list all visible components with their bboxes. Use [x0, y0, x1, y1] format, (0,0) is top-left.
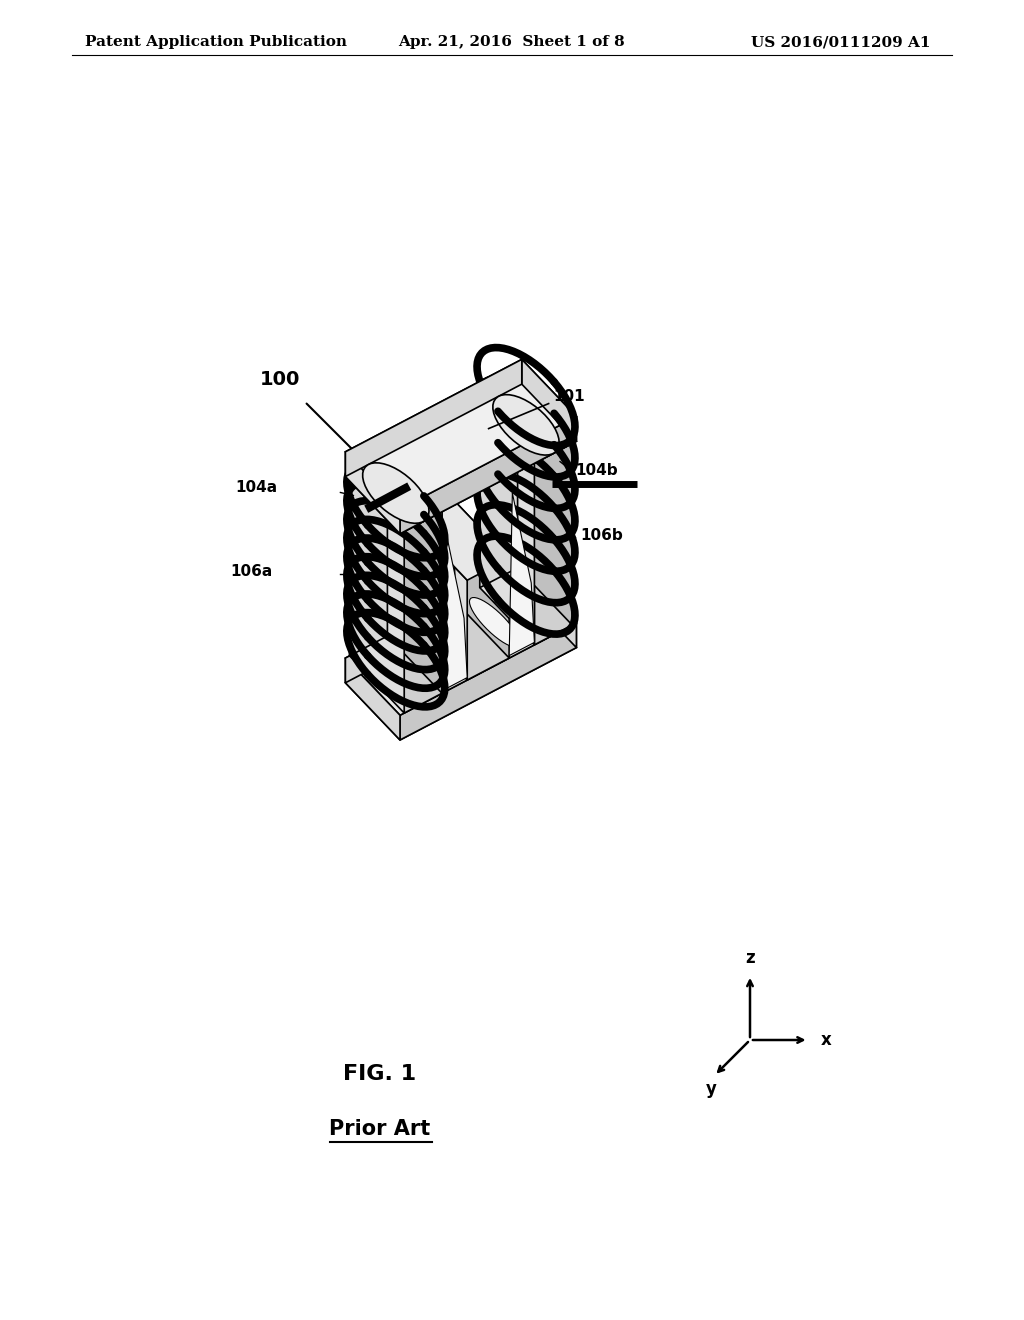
Polygon shape	[345, 359, 522, 477]
Text: 104b: 104b	[575, 462, 617, 478]
Polygon shape	[493, 395, 559, 455]
Polygon shape	[469, 417, 519, 467]
Polygon shape	[345, 659, 400, 741]
Text: Patent Application Publication: Patent Application Publication	[85, 36, 347, 49]
Polygon shape	[413, 502, 455, 623]
Text: 106b: 106b	[581, 528, 624, 543]
Text: 104a: 104a	[236, 480, 278, 495]
Polygon shape	[522, 566, 577, 648]
Text: US 2016/0111209 A1: US 2016/0111209 A1	[751, 36, 930, 49]
Polygon shape	[362, 463, 429, 523]
Polygon shape	[345, 590, 577, 741]
Polygon shape	[413, 502, 509, 581]
Polygon shape	[535, 444, 572, 645]
Polygon shape	[404, 512, 442, 713]
Text: FIG. 1: FIG. 1	[343, 1064, 417, 1084]
Polygon shape	[480, 387, 517, 587]
Polygon shape	[455, 502, 509, 659]
Text: Prior Art: Prior Art	[330, 1119, 431, 1139]
Polygon shape	[469, 598, 519, 647]
Polygon shape	[522, 359, 577, 441]
Polygon shape	[345, 566, 577, 715]
Polygon shape	[509, 494, 535, 656]
Polygon shape	[349, 454, 442, 532]
Text: 100: 100	[260, 370, 300, 388]
Polygon shape	[345, 451, 400, 533]
Polygon shape	[467, 558, 509, 680]
Polygon shape	[517, 387, 572, 626]
Polygon shape	[480, 387, 572, 463]
Polygon shape	[402, 632, 453, 682]
Text: 101: 101	[554, 388, 586, 404]
Polygon shape	[402, 453, 453, 502]
Text: Apr. 21, 2016  Sheet 1 of 8: Apr. 21, 2016 Sheet 1 of 8	[398, 36, 626, 49]
Text: 106a: 106a	[230, 565, 272, 579]
Polygon shape	[349, 474, 404, 713]
Polygon shape	[400, 417, 577, 533]
Text: y: y	[706, 1080, 717, 1098]
Polygon shape	[480, 407, 535, 645]
Text: x: x	[820, 1031, 831, 1049]
Polygon shape	[400, 623, 577, 741]
Polygon shape	[345, 566, 522, 682]
Polygon shape	[349, 454, 387, 656]
Text: z: z	[745, 949, 755, 968]
Polygon shape	[387, 454, 442, 693]
Polygon shape	[345, 384, 577, 533]
Polygon shape	[345, 359, 577, 510]
Polygon shape	[413, 523, 467, 680]
Polygon shape	[442, 528, 467, 690]
